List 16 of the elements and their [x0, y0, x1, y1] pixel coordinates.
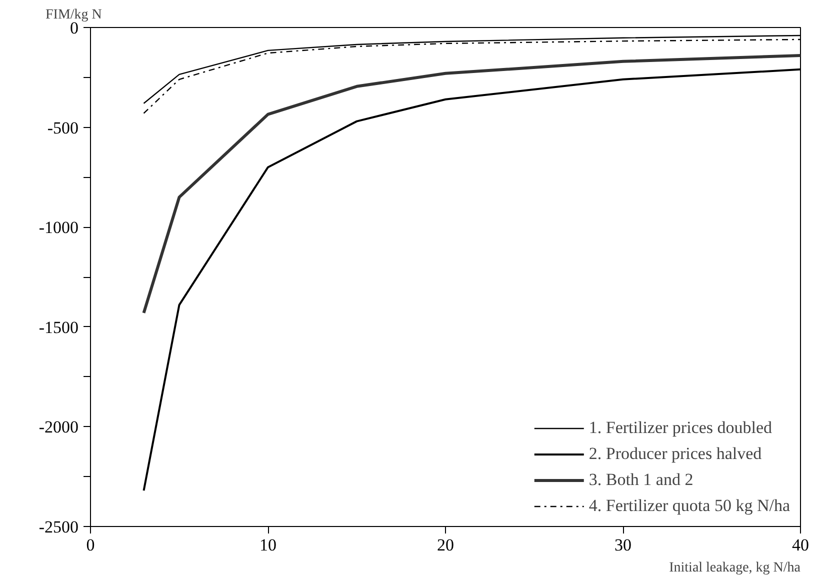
- y-tick-label: -500: [47, 118, 79, 138]
- x-tick-label: 10: [260, 536, 276, 554]
- x-tick-label: 0: [86, 536, 95, 554]
- legend-label: 4. Fertilizer quota 50 kg N/ha: [588, 496, 790, 516]
- x-tick-label: 40: [792, 536, 809, 554]
- x-tick-label: 30: [614, 536, 632, 554]
- x-axis-title: Initial leakage, kg N/ha: [669, 560, 802, 576]
- y-tick-label: -1500: [38, 318, 79, 337]
- y-tick-label: -2000: [38, 418, 79, 437]
- legend-label: 2. Producer prices halved: [588, 444, 762, 464]
- legend-label: 1. Fertilizer prices doubled: [588, 418, 772, 438]
- legend-label: 3. Both 1 and 2: [588, 470, 694, 490]
- y-tick-label: -2500: [38, 518, 79, 536]
- line-series: [142, 54, 800, 314]
- x-tick-label: 20: [437, 536, 454, 554]
- y-tick-label: -1000: [38, 218, 79, 238]
